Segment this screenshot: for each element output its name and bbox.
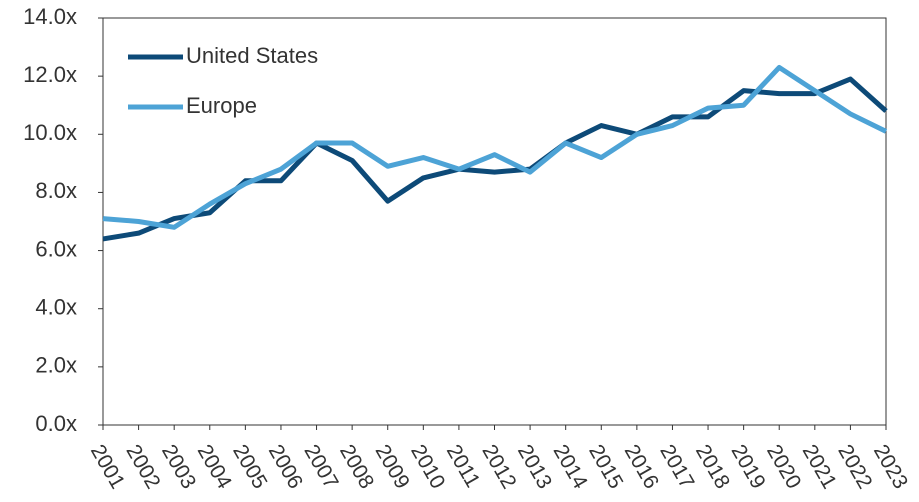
x-tick-label: 2023 <box>869 441 912 493</box>
x-tick-label: 2006 <box>264 441 307 493</box>
x-tick-label: 2009 <box>371 441 414 493</box>
x-tick-label: 2014 <box>549 441 592 493</box>
y-tick-label: 8.0x <box>35 178 77 203</box>
x-tick-label: 2020 <box>762 441 805 493</box>
y-tick-label: 4.0x <box>35 295 77 320</box>
y-tick-label: 14.0x <box>23 4 77 29</box>
y-tick-label: 2.0x <box>35 353 77 378</box>
x-tick-label: 2011 <box>442 441 485 492</box>
x-tick-label: 2007 <box>299 441 342 493</box>
x-tick-label: 2015 <box>584 441 627 493</box>
y-tick-label: 0.0x <box>35 411 77 436</box>
x-tick-label: 2022 <box>833 441 876 493</box>
x-tick-label: 2017 <box>655 441 698 493</box>
y-tick-label: 12.0x <box>23 62 77 87</box>
x-tick-label: 2013 <box>513 441 556 493</box>
y-tick-label: 10.0x <box>23 120 77 145</box>
x-tick-label: 2018 <box>691 441 734 493</box>
x-tick-label: 2016 <box>620 441 663 493</box>
legend-label: United States <box>186 43 318 68</box>
x-tick-label: 2003 <box>157 441 200 493</box>
x-tick-label: 2004 <box>193 441 236 493</box>
x-tick-label: 2019 <box>727 441 770 493</box>
x-tick-label: 2008 <box>335 441 378 493</box>
x-tick-label: 2010 <box>406 441 449 493</box>
legend-label: Europe <box>186 93 257 118</box>
x-tick-label: 2001 <box>86 441 129 493</box>
x-tick-label: 2021 <box>798 441 841 493</box>
x-tick-label: 2005 <box>228 441 271 493</box>
x-tick-label: 2012 <box>477 441 520 493</box>
series-line <box>102 64 888 230</box>
x-tick-label: 2002 <box>121 441 164 493</box>
y-tick-label: 6.0x <box>35 236 77 261</box>
